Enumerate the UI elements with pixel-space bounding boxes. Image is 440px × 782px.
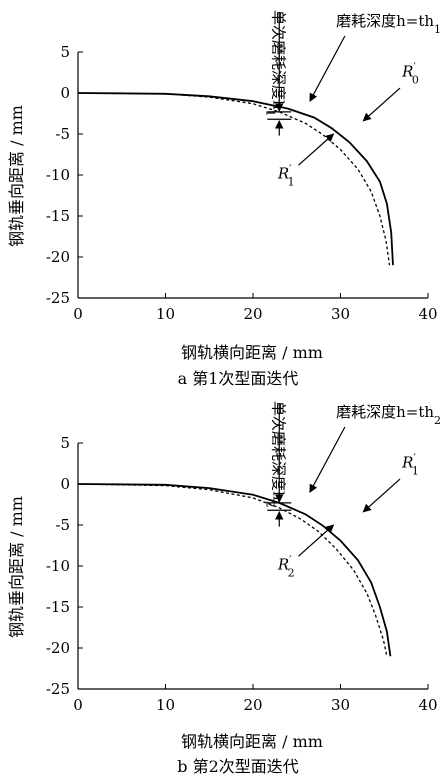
solid-curve-arrow xyxy=(362,87,401,122)
wear-depth-sub: 2 xyxy=(434,414,440,427)
dashed-curve-label-sup: ′ xyxy=(289,553,292,566)
x-tick-label: 0 xyxy=(73,696,83,714)
y-tick-label: 0 xyxy=(60,84,70,102)
y-axis-title: 钢轨垂向距离 / mm xyxy=(7,105,26,247)
x-tick-label: 40 xyxy=(418,305,437,323)
wear-depth-arrow xyxy=(309,35,346,102)
dashed-curve-label-sub: 1 xyxy=(288,175,295,188)
x-tick-label: 0 xyxy=(73,305,83,323)
x-tick-label: 30 xyxy=(331,696,350,714)
wear-depth-arrow xyxy=(309,426,346,493)
y-tick-label: -5 xyxy=(55,125,70,143)
chart-panel-a: 0 10 20 30 40 5 0 -5 -10 -15 -20 -25 单次磨耗深度h1 磨耗深度h=… xyxy=(7,10,440,388)
x-tick-label: 10 xyxy=(156,305,175,323)
dashed-curve-arrow xyxy=(298,133,335,166)
y-tick-label: -15 xyxy=(46,598,70,616)
x-axis-title: 钢轨横向距离 / mm xyxy=(181,732,323,751)
y-tick-label: -5 xyxy=(55,516,70,534)
caption: a 第1次型面迭代 xyxy=(178,369,299,388)
depth-vertical-label: 单次磨耗深度h1 xyxy=(264,10,288,117)
dashed-curve-label: R′ 1 xyxy=(277,162,295,188)
depth-vertical-sub: 2 xyxy=(264,501,277,508)
y-tick-label: -20 xyxy=(46,639,70,657)
y-tick-label: 5 xyxy=(60,43,70,61)
y-tick-label: 5 xyxy=(60,434,70,452)
dashed-curve xyxy=(77,483,388,657)
y-axis-title: 钢轨垂向距离 / mm xyxy=(7,496,26,638)
wear-depth-sub: 1 xyxy=(434,23,440,36)
y-tick-label: -25 xyxy=(46,289,70,307)
solid-curve-label-sub: 1 xyxy=(412,464,419,477)
y-tick-label: -10 xyxy=(46,166,70,184)
caption: b 第2次型面迭代 xyxy=(177,757,299,776)
dashed-curve-label: R′ 2 xyxy=(277,553,295,579)
depth-vertical-label: 单次磨耗深度h2 xyxy=(264,401,288,508)
x-tick-label: 20 xyxy=(243,305,262,323)
x-tick-label: 40 xyxy=(418,696,437,714)
y-tick-label: -10 xyxy=(46,557,70,575)
solid-curve-label-sup: ′ xyxy=(413,451,416,464)
chart-panel-b: 0 10 20 30 40 5 0 -5 -10 -15 -20 -25 单次磨耗深度h2 磨耗深度h=… xyxy=(0,391,440,782)
solid-curve-label: R′ 0 xyxy=(401,60,419,86)
dashed-curve xyxy=(77,92,391,266)
solid-curve-label-sub: 0 xyxy=(412,73,419,86)
solid-curve-label: R′ 1 xyxy=(401,451,419,477)
solid-curve-arrow xyxy=(362,478,401,513)
dashed-curve-arrow xyxy=(298,524,335,557)
x-tick-label: 30 xyxy=(331,305,350,323)
y-tick-label: 0 xyxy=(60,475,70,493)
x-axis-title: 钢轨横向距离 / mm xyxy=(181,343,323,362)
y-tick-label: -15 xyxy=(46,207,70,225)
wear-depth-label: 磨耗深度h=th1 xyxy=(336,12,440,36)
depth-vertical-sub: 1 xyxy=(264,110,277,117)
y-tick-label: -25 xyxy=(46,680,70,698)
dashed-curve-label-sup: ′ xyxy=(289,162,292,175)
solid-curve xyxy=(77,92,394,266)
y-tick-label: -20 xyxy=(46,248,70,266)
wear-depth-label: 磨耗深度h=th2 xyxy=(336,403,440,427)
solid-curve-label-sup: ′ xyxy=(413,60,416,73)
x-tick-label: 10 xyxy=(156,696,175,714)
dashed-curve-label-sub: 2 xyxy=(288,566,295,579)
x-tick-label: 20 xyxy=(243,696,262,714)
solid-curve xyxy=(77,483,392,657)
